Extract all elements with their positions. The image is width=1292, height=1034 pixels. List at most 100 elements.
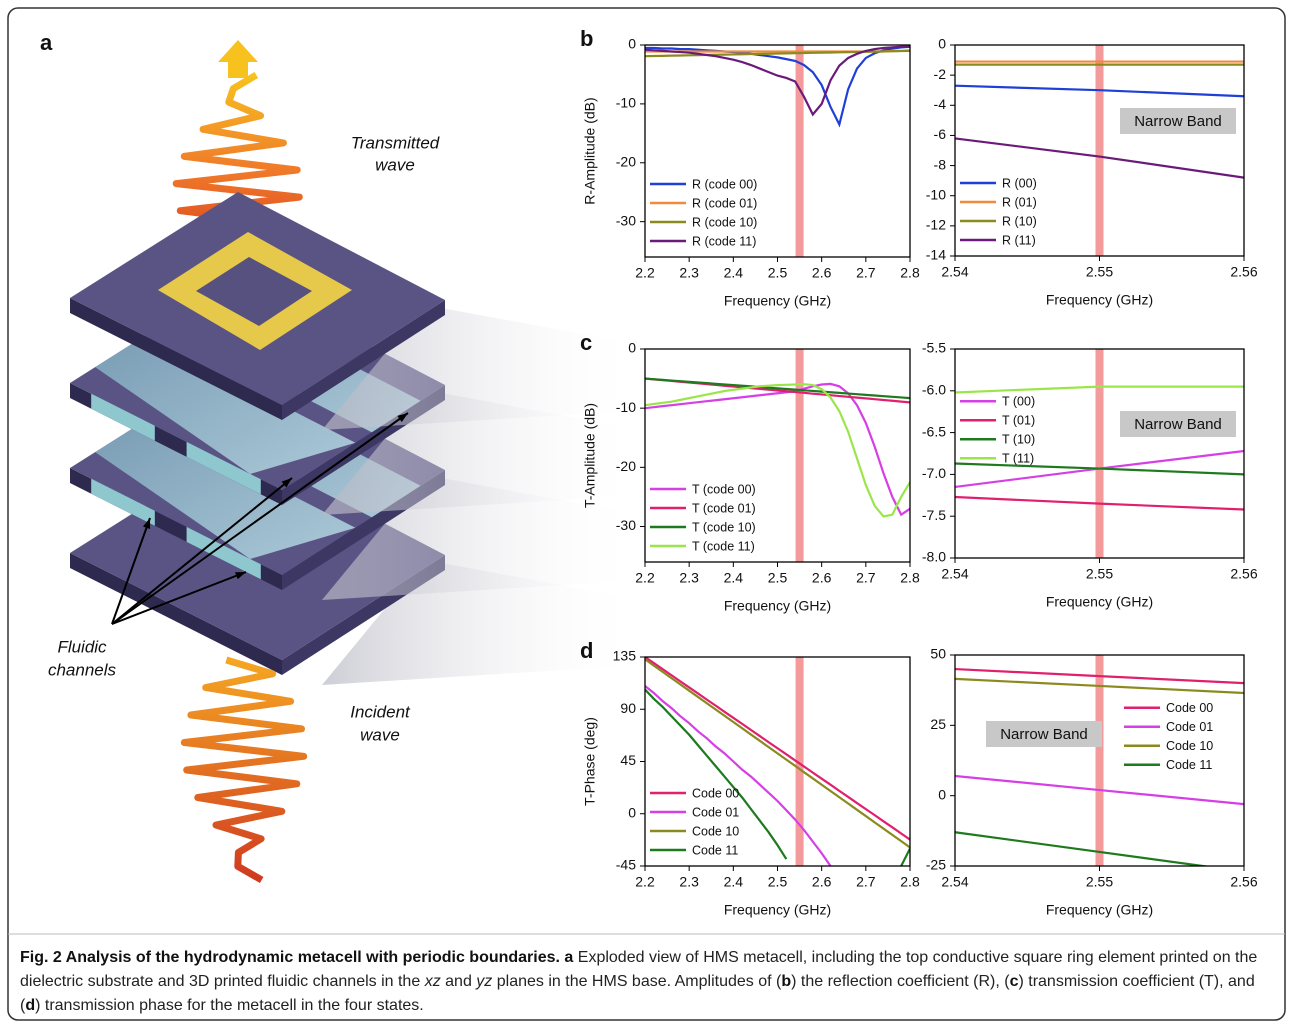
x-tick-label: 2.3 (679, 874, 699, 890)
legend-label: R (11) (1002, 233, 1036, 247)
y-axis-label: R-Amplitude (dB) (582, 97, 598, 204)
x-tick-label: 2.56 (1230, 264, 1257, 280)
x-axis-label: Frequency (GHz) (1046, 902, 1153, 918)
x-tick-label: 2.56 (1230, 874, 1257, 890)
legend-label: R (code 11) (692, 234, 756, 248)
legend-label: Code 01 (692, 805, 739, 819)
y-tick-label: 50 (930, 646, 946, 662)
legend-label: Code 10 (1166, 739, 1213, 753)
series-line (645, 659, 910, 847)
legend-label: R (01) (1002, 195, 1037, 209)
x-tick-label: 2.4 (724, 874, 744, 890)
y-tick-label: -4 (934, 96, 947, 112)
y-tick-label: -7.0 (922, 465, 946, 481)
annotation: Narrow Band (1000, 726, 1088, 743)
wave-label: wave (360, 725, 400, 744)
x-tick-label: 2.2 (635, 570, 655, 586)
caption-run: ) transmission phase for the metacell in… (35, 997, 424, 1014)
x-tick-label: 2.5 (768, 874, 788, 890)
illustration (70, 40, 645, 880)
series-line (645, 690, 910, 866)
y-tick-label: 45 (620, 752, 636, 768)
caption: Fig. 2 Analysis of the hydrodynamic meta… (20, 946, 1270, 1018)
y-tick-label: -5.5 (922, 340, 946, 356)
legend-label: R (10) (1002, 214, 1037, 228)
x-axis-label: Frequency (GHz) (1046, 594, 1153, 610)
legend-label: T (01) (1002, 414, 1035, 428)
legend-label: T (code 10) (692, 520, 756, 534)
x-tick-label: 2.7 (856, 874, 876, 890)
legend-label: Code 11 (692, 843, 738, 857)
y-tick-label: -20 (616, 458, 636, 474)
x-axis-label: Frequency (GHz) (724, 598, 831, 614)
y-tick-label: -25 (926, 857, 946, 873)
x-tick-label: 2.6 (812, 265, 832, 281)
legend-label: T (10) (1002, 433, 1035, 447)
highlight-band (796, 45, 804, 257)
legend-label: R (00) (1002, 176, 1037, 190)
figure: a Transmitted wave Fluidic channels Inci… (0, 0, 1292, 1029)
y-tick-label: -8.0 (922, 549, 946, 565)
x-tick-label: 2.5 (768, 265, 788, 281)
y-tick-label: -10 (616, 95, 636, 111)
plot-frame (645, 45, 910, 257)
x-tick-label: 2.7 (856, 265, 876, 281)
x-tick-label: 2.54 (941, 566, 968, 582)
x-tick-label: 2.4 (724, 265, 744, 281)
caption-run: b (781, 973, 791, 990)
series-line (645, 47, 910, 125)
legend-label: Code 11 (1166, 758, 1212, 772)
x-tick-label: 2.2 (635, 874, 655, 890)
x-tick-label: 2.8 (900, 265, 920, 281)
x-tick-label: 2.8 (900, 570, 920, 586)
x-axis-label: Frequency (GHz) (724, 902, 831, 918)
x-tick-label: 2.2 (635, 265, 655, 281)
legend-label: Code 00 (1166, 701, 1213, 715)
y-tick-label: -30 (616, 212, 636, 228)
x-tick-label: 2.54 (941, 874, 968, 890)
y-tick-label: -6.5 (922, 423, 946, 439)
highlight-band (1096, 349, 1104, 558)
x-tick-label: 2.4 (724, 570, 744, 586)
y-tick-label: 135 (613, 648, 637, 664)
caption-run: yz (476, 973, 492, 990)
legend-label: T (code 11) (692, 539, 755, 553)
legend-label: Code 01 (1166, 720, 1213, 734)
x-tick-label: 2.56 (1230, 566, 1257, 582)
x-axis-label: Frequency (GHz) (724, 293, 831, 309)
y-tick-label: -6 (934, 126, 947, 142)
legend-label: T (11) (1002, 452, 1034, 466)
x-tick-label: 2.6 (812, 874, 832, 890)
panel-label: a (40, 30, 53, 55)
caption-title: Fig. 2 Analysis of the hydrodynamic meta… (20, 949, 560, 966)
y-tick-label: 0 (628, 340, 636, 356)
y-tick-label: -6.0 (922, 382, 946, 398)
y-tick-label: 90 (620, 700, 636, 716)
panel-label: b (580, 26, 593, 51)
caption-run: and (445, 973, 472, 990)
x-tick-label: 2.55 (1086, 874, 1113, 890)
caption-run: a (564, 949, 573, 966)
annotation: Narrow Band (1134, 113, 1222, 130)
legend-label: Code 10 (692, 824, 739, 838)
x-tick-label: 2.6 (812, 570, 832, 586)
x-tick-label: 2.55 (1086, 264, 1113, 280)
legend-label: Code 00 (692, 786, 739, 800)
x-tick-label: 2.3 (679, 265, 699, 281)
caption-run: d (25, 997, 35, 1014)
caption-run: planes in the HMS base. Amplitudes of ( (497, 973, 782, 990)
y-tick-label: -10 (926, 186, 946, 202)
x-axis-label: Frequency (GHz) (1046, 292, 1153, 308)
legend-label: T (code 01) (692, 501, 756, 515)
channel-label: channels (48, 660, 117, 679)
legend-label: R (code 00) (692, 177, 757, 191)
page: a Transmitted wave Fluidic channels Inci… (0, 0, 1292, 1029)
wave-arrow (218, 40, 258, 78)
incident-wave (184, 660, 303, 880)
caption-run: xz (425, 973, 441, 990)
y-tick-label: -20 (616, 153, 636, 169)
y-tick-label: -12 (926, 217, 946, 233)
annotation: Narrow Band (1134, 416, 1222, 433)
y-tick-label: -2 (934, 66, 947, 82)
wave-label: wave (375, 155, 415, 174)
